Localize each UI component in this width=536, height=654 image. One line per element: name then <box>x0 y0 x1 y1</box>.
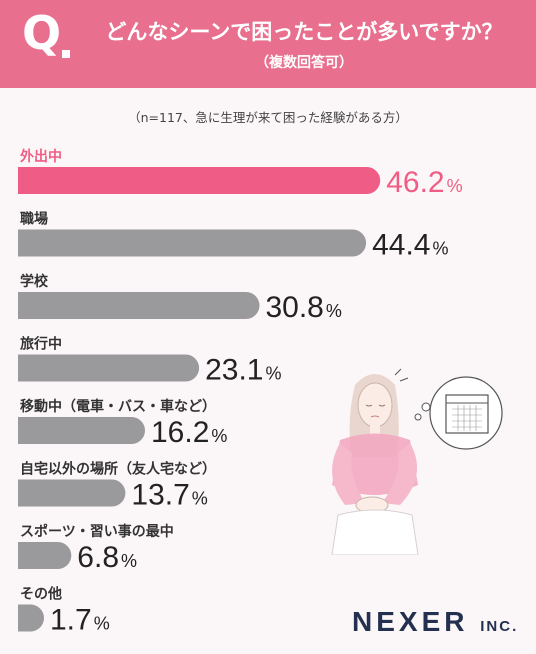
bar <box>18 479 126 507</box>
bar <box>18 417 146 444</box>
value-label: 6.8% <box>77 541 137 574</box>
sample-note: （n=117、急に生理が来て困った経験がある方） <box>128 110 408 125</box>
category-label: スポーツ・習い事の最中 <box>20 523 174 540</box>
woman-illustration <box>331 368 503 555</box>
value-label: 30.8% <box>265 291 341 324</box>
category-label: 旅行中 <box>20 336 62 353</box>
value-label: 46.2% <box>386 166 462 199</box>
category-label: 移動中（電車・バス・車など） <box>20 398 216 415</box>
question-header: Q どんなシーンで困ったことが多いですか？ （複数回答可） <box>0 0 536 88</box>
q-dot <box>62 50 70 58</box>
bar <box>18 604 44 632</box>
value-label: 23.1% <box>205 354 281 387</box>
question-subtitle: （複数回答可） <box>255 55 353 71</box>
value-label: 44.4% <box>372 229 448 262</box>
brand-suffix: INC. <box>480 618 519 635</box>
brand-logo: NEXER INC. <box>352 606 518 638</box>
category-label: 外出中 <box>20 148 62 165</box>
value-label: 13.7% <box>131 479 207 512</box>
category-label: 自宅以外の場所（友人宅など） <box>20 461 216 478</box>
category-label: 学校 <box>20 273 49 290</box>
bar <box>18 167 381 194</box>
category-label: 職場 <box>20 211 48 228</box>
category-label: その他 <box>20 586 62 603</box>
value-label: 16.2% <box>151 416 227 449</box>
bar <box>18 354 200 382</box>
brand-name: NEXER <box>352 606 469 637</box>
bar <box>18 229 367 257</box>
q-mark: Q <box>22 6 62 60</box>
value-label: 1.7% <box>50 604 110 637</box>
bar <box>18 542 72 569</box>
bar <box>18 292 260 319</box>
question-text: どんなシーンで困ったことが多いですか？ <box>105 20 503 44</box>
